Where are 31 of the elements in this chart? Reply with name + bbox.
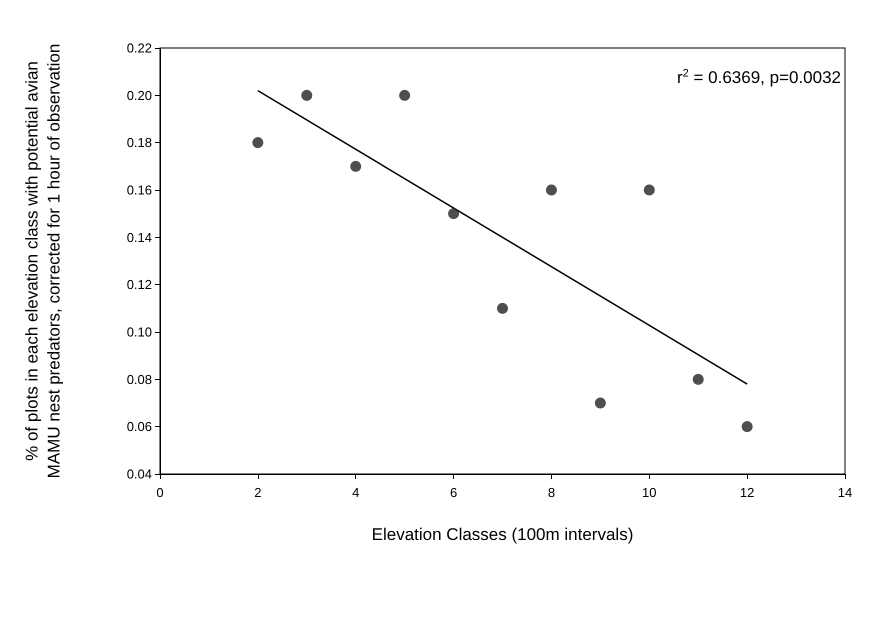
point [594,398,606,408]
y-tick-label: 0.20 [126,88,152,103]
y-tick-label: 0.22 [126,40,152,56]
point [350,160,362,172]
y-tick-label: 0.08 [126,372,152,387]
x-tick-label: 0 [156,485,164,500]
y-tick-label: 0.14 [126,230,152,245]
y-tick-label: 0.18 [126,135,152,150]
point [497,302,508,314]
point [742,421,753,432]
x-tick-label: 4 [352,485,360,500]
point [692,374,704,385]
x-axis-title: Elevation Classes (100m intervals) [372,525,634,544]
point [546,184,557,196]
x-tick-label: 2 [254,485,262,500]
y-tick-label: 0.10 [126,324,152,340]
y-axis-title: % of plots in each elevation class with potential avian MAMU nest predators, corrected for 1 hour of observation [22,44,64,478]
y-tick-label: 0.16 [126,182,152,198]
point [399,90,410,101]
y-tick-label: 0.12 [126,277,152,292]
y-tick-label: 0.04 [126,466,152,482]
x-tick-label: 8 [548,485,556,500]
point [644,184,655,196]
x-tick-label: 6 [450,485,458,500]
x-tick-label: 14 [838,485,852,500]
point [301,90,312,101]
point [448,208,460,220]
x-tick-label: 12 [740,485,754,500]
x-tick-label: 10 [642,485,657,500]
y-tick-label: 0.06 [126,419,152,434]
point [252,137,264,148]
